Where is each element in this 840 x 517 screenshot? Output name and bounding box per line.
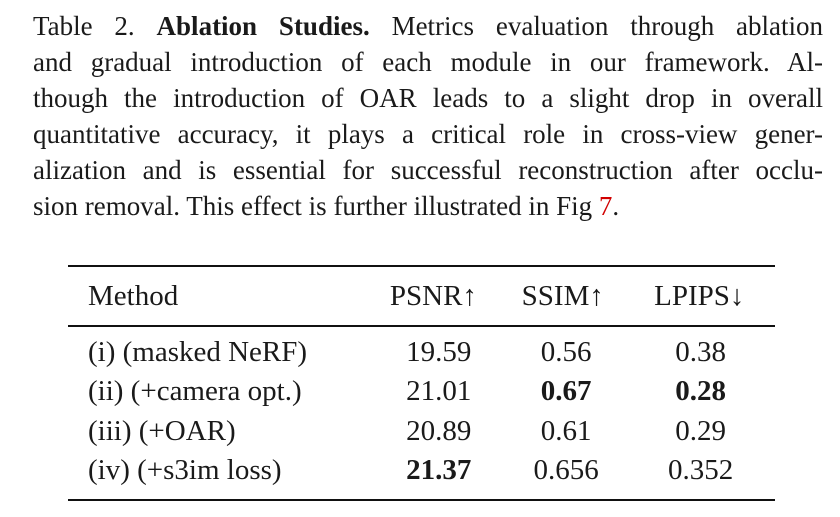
top-rule <box>68 265 775 267</box>
table-caption: Table 2. Ablation Studies. Metrics evalu… <box>33 8 823 224</box>
results-body: (i) (masked NeRF) 19.59 0.56 0.38 (ii) (… <box>68 327 775 499</box>
row-ssim: 0.61 <box>540 414 592 447</box>
caption-text-1: Metrics evaluation through ablation <box>369 11 824 41</box>
caption-title: Ablation Studies. <box>156 11 370 41</box>
caption-line-6: sion removal. This effect is further ill… <box>33 188 823 224</box>
caption-line-5: alization and is essential for successfu… <box>33 155 823 185</box>
row-psnr: 21.01 <box>406 375 472 408</box>
row-psnr-best: 21.37 <box>406 454 472 487</box>
mid-rule <box>68 325 775 327</box>
row-method: (i) (masked NeRF) <box>88 335 308 368</box>
row-ssim: 0.56 <box>540 335 592 368</box>
row-method: (ii) (+camera opt.) <box>88 375 302 408</box>
row-ssim-best: 0.67 <box>540 375 592 408</box>
row-lpips: 0.38 <box>675 335 726 368</box>
row-psnr: 20.89 <box>406 414 472 447</box>
results-table: Method PSNR↑ SSIM↑ LPIPS↓ <box>68 267 775 325</box>
figure-reference-link[interactable]: 7 <box>598 191 613 221</box>
caption-line-2: and gradual introduction of each module … <box>33 47 823 77</box>
row-method: (iii) (+OAR) <box>88 414 236 447</box>
header-row: Method PSNR↑ SSIM↑ LPIPS↓ <box>68 267 775 325</box>
table-row: (i) (masked NeRF) 19.59 0.56 0.38 <box>68 333 775 373</box>
table-row: (iii) (+OAR) 20.89 0.61 0.29 <box>68 412 775 452</box>
header-psnr: PSNR↑ <box>389 279 477 312</box>
ablation-table: Method PSNR↑ SSIM↑ LPIPS↓ (i) (masked Ne… <box>68 265 775 501</box>
table-row: (iv) (+s3im loss) 21.37 0.656 0.352 <box>68 451 775 491</box>
caption-line-3: though the introduction of OAR leads to … <box>33 83 823 113</box>
header-ssim: SSIM↑ <box>521 279 604 312</box>
caption-period: . <box>612 191 620 221</box>
table-row: (ii) (+camera opt.) 21.01 0.67 0.28 <box>68 372 775 412</box>
table-number: Table 2. <box>33 11 135 41</box>
caption-line-1: Table 2. Ablation Studies. Metrics evalu… <box>33 8 823 44</box>
bottom-rule <box>68 498 775 501</box>
header-method: Method <box>88 279 179 312</box>
caption-text-6: sion removal. This effect is further ill… <box>33 191 599 221</box>
row-psnr: 19.59 <box>406 335 472 368</box>
caption-line-4: quantitative accuracy, it plays a critic… <box>33 119 823 149</box>
row-lpips: 0.29 <box>675 414 726 447</box>
header-lpips: LPIPS↓ <box>654 279 745 312</box>
row-lpips: 0.352 <box>667 454 734 487</box>
row-method: (iv) (+s3im loss) <box>88 454 282 487</box>
row-lpips-best: 0.28 <box>675 375 726 408</box>
row-ssim: 0.656 <box>533 454 599 487</box>
